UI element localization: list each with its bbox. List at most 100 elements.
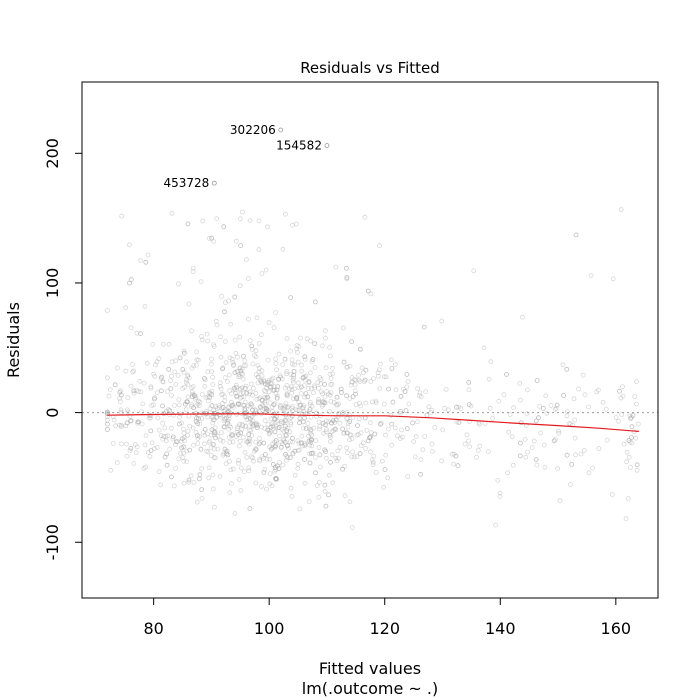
data-point [147, 453, 153, 459]
data-point [522, 436, 528, 442]
data-point [281, 438, 287, 443]
data-point [259, 483, 264, 489]
data-point [383, 432, 388, 438]
data-point [190, 265, 196, 271]
data-point [236, 476, 242, 482]
data-point [386, 386, 392, 392]
data-point [195, 421, 201, 427]
plot-frame [81, 81, 659, 599]
data-point [495, 477, 501, 483]
data-point [197, 421, 203, 427]
data-point [173, 381, 179, 387]
data-point [189, 385, 194, 391]
data-point [117, 389, 123, 395]
data-point [337, 420, 343, 426]
data-point [533, 457, 539, 463]
data-point [160, 341, 166, 347]
data-point [302, 354, 308, 360]
data-point [218, 437, 223, 443]
data-point [177, 414, 183, 420]
data-point [373, 469, 379, 475]
data-point [193, 419, 199, 424]
data-point [573, 232, 579, 238]
data-point [487, 405, 493, 411]
data-point [224, 448, 230, 454]
data-point [220, 452, 226, 458]
data-point [271, 387, 277, 393]
data-point [242, 410, 248, 416]
data-point [347, 412, 353, 418]
data-point [341, 430, 347, 436]
data-point [279, 376, 285, 382]
data-point [617, 388, 622, 394]
data-point [134, 330, 140, 336]
data-point [344, 410, 350, 416]
data-point [250, 361, 256, 367]
data-point [350, 394, 356, 400]
data-point [284, 392, 290, 398]
data-point [170, 436, 176, 442]
data-point [253, 439, 259, 445]
data-point [282, 385, 288, 391]
data-point [341, 430, 347, 436]
data-point [302, 374, 308, 380]
data-point [211, 410, 217, 416]
data-point [369, 457, 375, 463]
data-point [307, 442, 313, 448]
data-point [218, 354, 224, 360]
data-point [291, 375, 297, 381]
data-point [309, 437, 315, 443]
data-point [284, 453, 290, 459]
data-point [232, 385, 238, 391]
data-point [344, 274, 350, 280]
data-point [520, 314, 525, 320]
data-point [635, 421, 641, 427]
data-point [209, 392, 214, 398]
data-point [185, 221, 191, 227]
data-point [322, 400, 328, 406]
data-point [315, 380, 321, 386]
data-point [261, 378, 267, 384]
data-point [302, 356, 308, 362]
data-point [243, 257, 249, 263]
data-point [368, 430, 374, 436]
data-point [312, 341, 318, 347]
data-point [312, 299, 318, 305]
data-point [456, 419, 462, 425]
data-point [250, 423, 256, 429]
data-point [148, 428, 154, 434]
data-point [255, 380, 261, 386]
data-point [196, 476, 202, 482]
data-point [154, 390, 160, 396]
data-point [253, 408, 259, 414]
data-point [323, 365, 329, 371]
data-point [253, 421, 259, 427]
data-point [238, 243, 244, 249]
data-point [300, 404, 306, 410]
data-point [207, 438, 213, 444]
data-point [576, 386, 581, 392]
y-tick-label: -100 [43, 524, 62, 560]
data-point [314, 483, 320, 488]
data-point [328, 420, 334, 426]
data-point [291, 369, 297, 374]
data-point [344, 364, 350, 370]
data-point [273, 438, 279, 443]
data-point [232, 370, 238, 376]
data-point [357, 451, 363, 457]
data-point [228, 403, 234, 409]
data-point [239, 426, 245, 432]
data-point [168, 425, 174, 431]
data-point [319, 403, 325, 409]
outlier-point [324, 143, 330, 148]
data-point [189, 391, 195, 397]
data-point [206, 475, 212, 481]
data-point [292, 472, 298, 478]
data-point [276, 351, 282, 357]
data-point [285, 404, 291, 410]
data-point [623, 516, 629, 522]
data-point [262, 399, 268, 405]
data-point [253, 390, 259, 396]
data-point [105, 375, 110, 381]
data-point [198, 446, 204, 452]
